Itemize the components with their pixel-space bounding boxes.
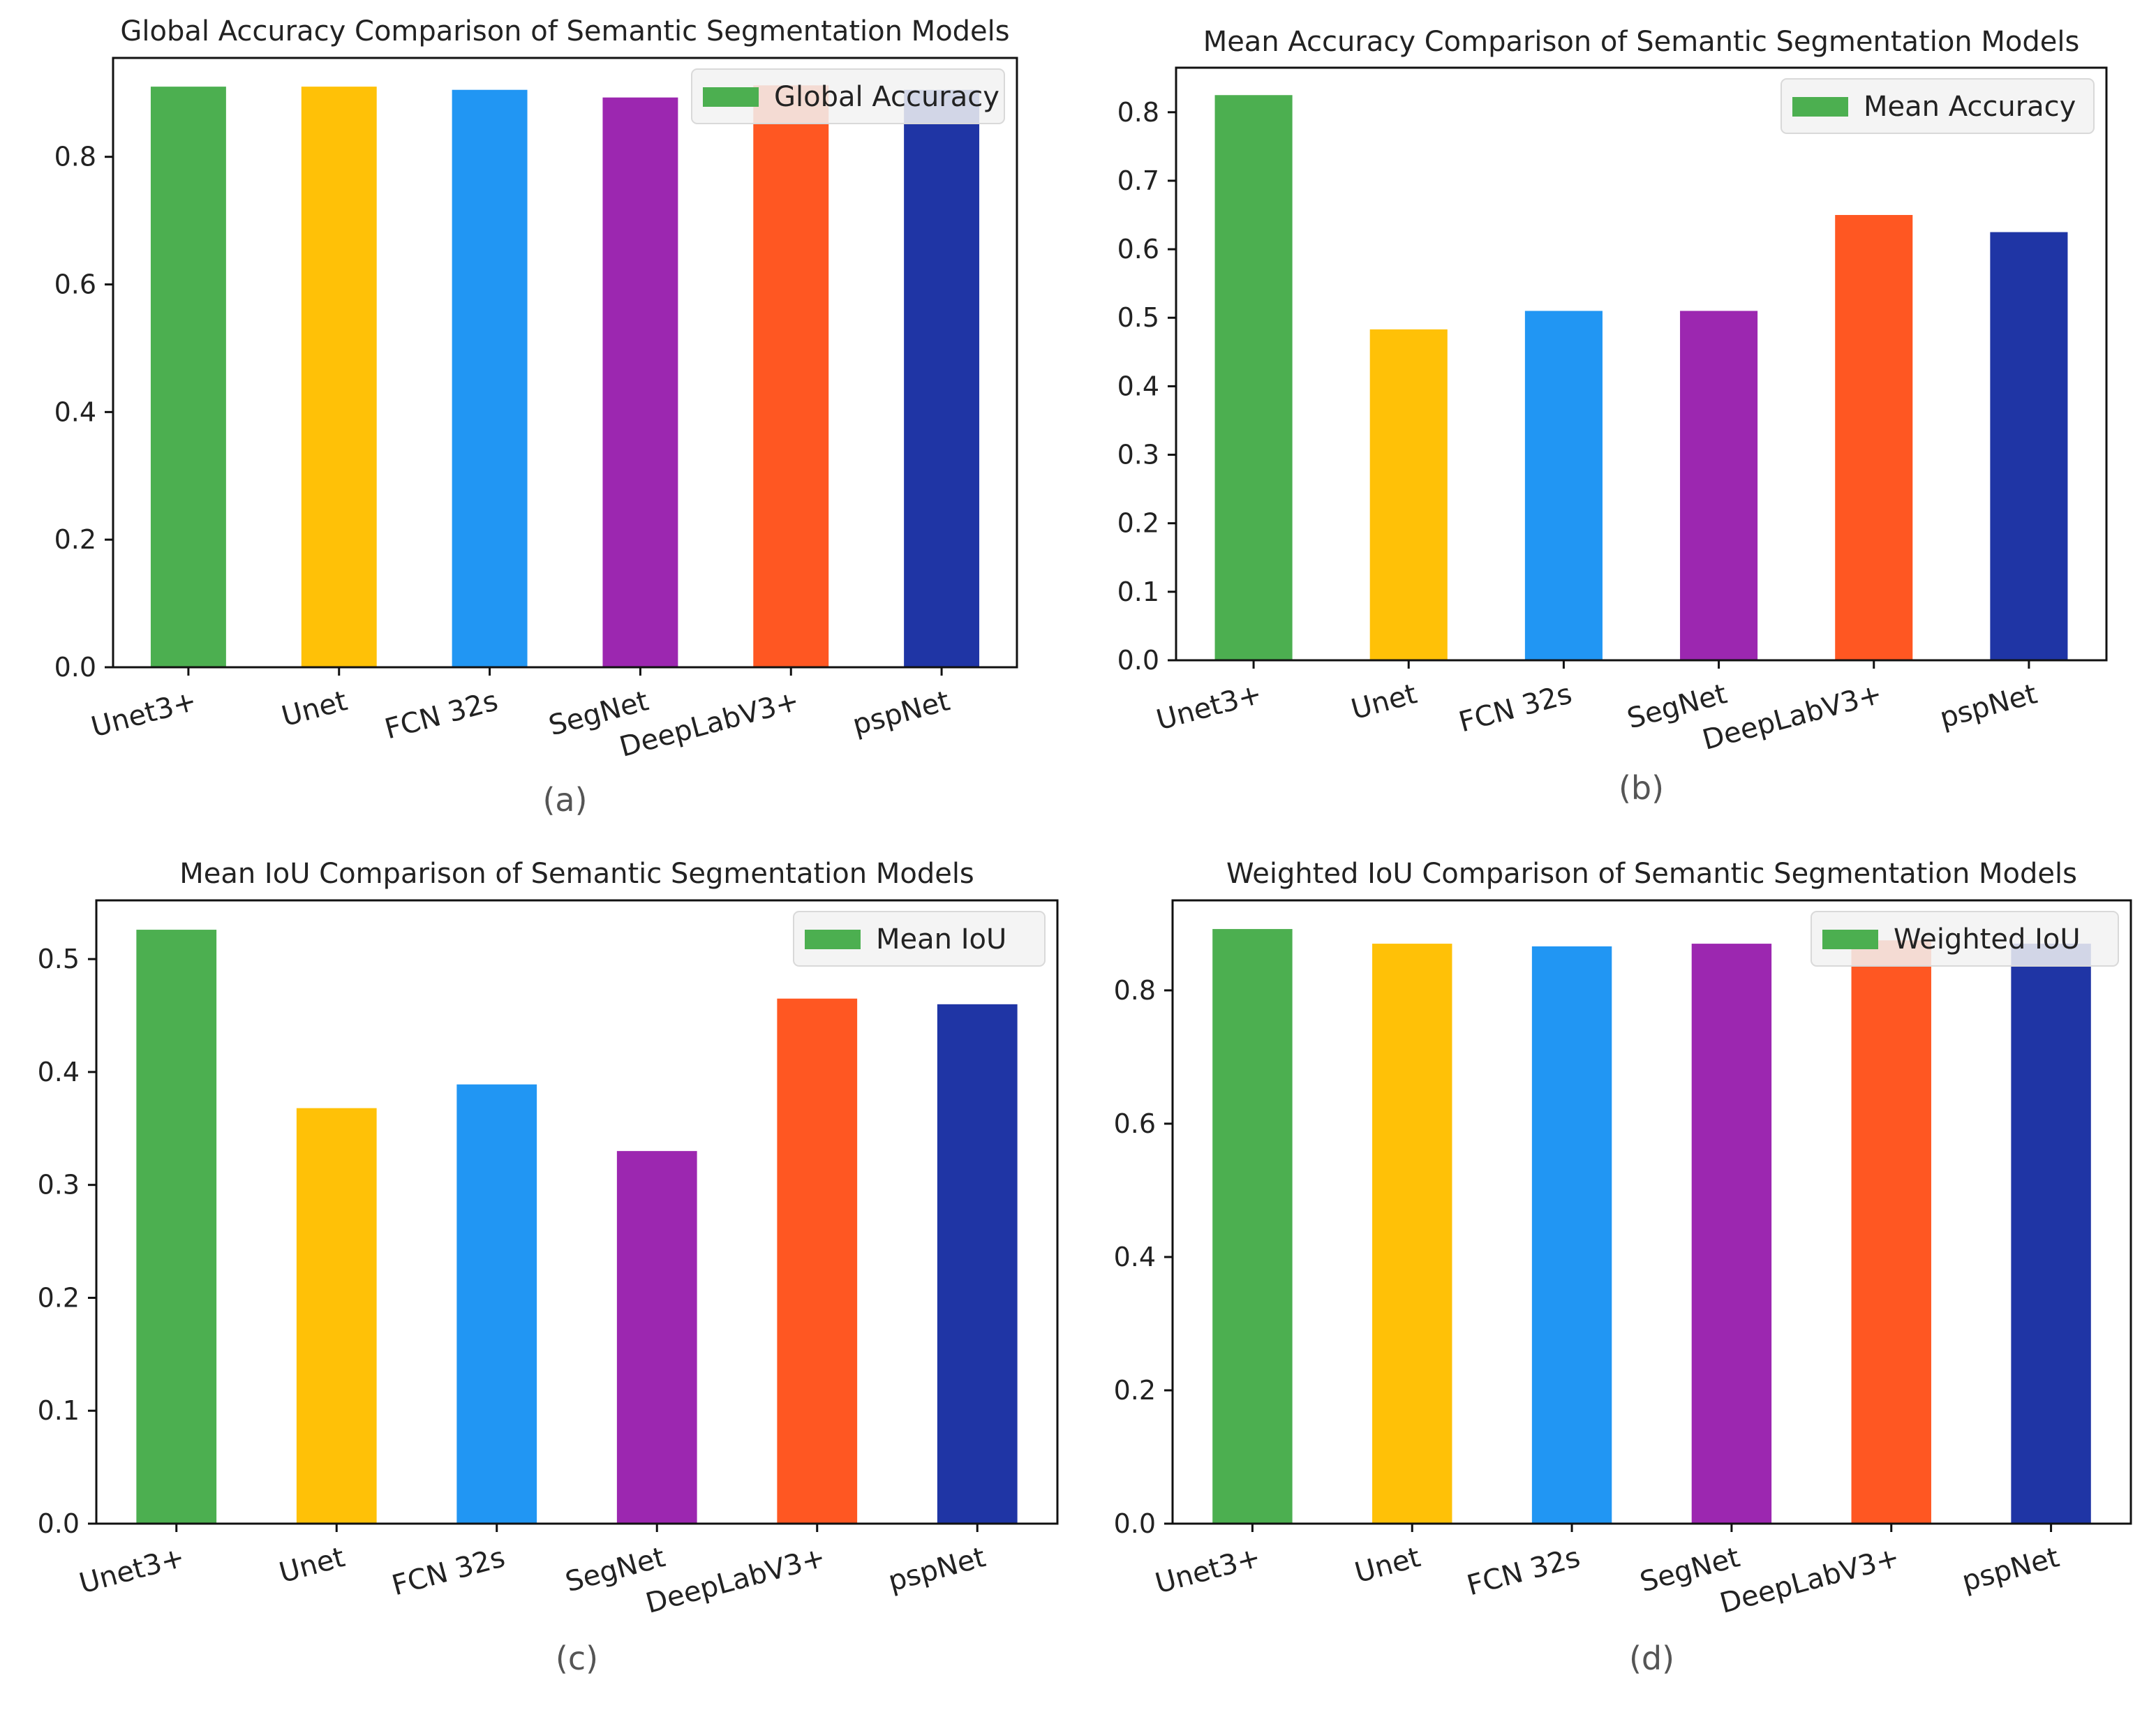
chart1-xtick-label: Unet3+: [88, 685, 200, 743]
chart3-bar-segnet: [616, 1151, 697, 1524]
chart2-legend-swatch: [1792, 97, 1848, 117]
chart3-xtick-label: Unet3+: [76, 1541, 188, 1600]
chart1-ytick-label: 0.0: [54, 652, 96, 683]
chart4-ytick-label: 0.8: [1114, 975, 1156, 1006]
chart3-ytick-label: 0.2: [38, 1282, 80, 1313]
chart1-bar-unet3-: [150, 87, 226, 668]
chart3-xtick-label: FCN 32s: [389, 1541, 509, 1602]
chart4-caption: (d): [1629, 1640, 1674, 1677]
chart3-bar-fcn-32s: [456, 1084, 537, 1524]
chart4-xtick-label: pspNet: [1958, 1541, 2062, 1598]
chart2-xtick-label: FCN 32s: [1455, 678, 1575, 738]
chart3-caption: (c): [556, 1640, 598, 1677]
chart3-ytick-label: 0.4: [38, 1057, 80, 1087]
chart2-legend-label: Mean Accuracy: [1864, 91, 2076, 123]
chart3-bar-unet3-: [136, 930, 217, 1524]
chart4-plot-frame: [1171, 899, 2132, 1525]
chart1-legend-box: [691, 68, 1005, 124]
chart2-bar-fcn-32s: [1524, 311, 1603, 660]
chart2-ytick-label: 0.2: [1117, 508, 1159, 539]
chart2-ytick-label: 0.7: [1117, 165, 1159, 196]
chart2-title: Mean Accuracy Comparison of Semantic Seg…: [1203, 26, 2080, 58]
chart2-bar-deeplabv3-: [1835, 215, 1913, 660]
chart2-plot-frame: [1175, 66, 2108, 662]
chart3-title: Mean IoU Comparison of Semantic Segmenta…: [179, 858, 974, 890]
chart2-bar-pspnet: [1990, 232, 2068, 661]
chart1-ytick-label: 0.6: [54, 269, 96, 300]
chart1-ytick-label: 0.2: [54, 524, 96, 555]
chart4-xtick-label: Unet: [1351, 1541, 1424, 1589]
chart3-xtick-label: DeepLabV3+: [642, 1541, 828, 1620]
chart1-caption: (a): [542, 781, 587, 819]
chart4-bar-segnet: [1691, 944, 1772, 1524]
chart2-ytick-label: 0.6: [1117, 234, 1159, 265]
chart3-bar-pspnet: [937, 1004, 1018, 1524]
chart4-legend-swatch: [1822, 930, 1878, 949]
chart4-ytick-label: 0.4: [1114, 1242, 1156, 1272]
chart1-bar-fcn-32s: [452, 89, 528, 668]
chart1-ytick-label: 0.8: [54, 142, 96, 172]
chart3-legend-box: [793, 911, 1046, 967]
chart1-title: Global Accuracy Comparison of Semantic S…: [120, 15, 1009, 47]
chart3-ytick-label: 0.1: [38, 1395, 80, 1426]
chart4-bar-fcn-32s: [1531, 946, 1612, 1524]
chart4-xtick-label: DeepLabV3+: [1716, 1541, 1903, 1620]
chart1-bar-pspnet: [904, 89, 980, 668]
chart1-xtick-label: Unet: [278, 685, 351, 733]
chart3-legend-swatch: [805, 930, 861, 949]
chart4-ytick-label: 0.0: [1114, 1508, 1156, 1539]
chart2-xtick-label: DeepLabV3+: [1699, 678, 1885, 757]
chart4-legend-box: [1811, 911, 2119, 967]
chart3-ytick-label: 0.5: [38, 944, 80, 974]
chart2-ytick-label: 0.3: [1117, 440, 1159, 470]
chart3-bar-unet: [296, 1108, 377, 1524]
chart4-legend-label: Weighted IoU: [1894, 923, 2081, 956]
chart2-xtick-label: Unet: [1348, 678, 1420, 726]
chart2-legend-box: [1780, 78, 2095, 134]
chart4-title: Weighted IoU Comparison of Semantic Segm…: [1226, 858, 2077, 890]
chart1-bar-unet: [301, 87, 377, 668]
chart4-bar-unet: [1372, 944, 1452, 1524]
chart4-ytick-label: 0.6: [1114, 1108, 1156, 1139]
chart3-xtick-label: Unet: [276, 1541, 348, 1589]
chart2-caption: (b): [1619, 769, 1664, 807]
chart3-plot-frame: [95, 899, 1059, 1525]
chart3-ytick-label: 0.0: [38, 1508, 80, 1539]
chart4-bar-deeplabv3-: [1851, 940, 1931, 1524]
chart1-bar-deeplabv3-: [753, 85, 829, 667]
chart1-legend-swatch: [703, 87, 759, 107]
chart1-ytick-label: 0.4: [54, 396, 96, 427]
chart2-ytick-label: 0.4: [1117, 371, 1159, 401]
chart3-bar-deeplabv3-: [777, 998, 858, 1524]
chart2-bar-unet3-: [1214, 95, 1293, 660]
chart3-ytick-label: 0.3: [38, 1170, 80, 1200]
chart3-legend-label: Mean IoU: [876, 923, 1006, 956]
chart2-xtick-label: Unet3+: [1153, 678, 1265, 736]
chart1-bar-segnet: [602, 97, 678, 667]
chart2-xtick-label: pspNet: [1937, 678, 2041, 734]
chart4-bar-unet3-: [1212, 929, 1293, 1524]
chart2-bar-segnet: [1680, 311, 1758, 660]
chart3-xtick-label: pspNet: [885, 1541, 989, 1598]
chart2-ytick-label: 0.5: [1117, 302, 1159, 333]
chart2-ytick-label: 0.0: [1117, 645, 1159, 676]
chart1-xtick-label: FCN 32s: [382, 685, 502, 745]
chart4-xtick-label: Unet3+: [1152, 1541, 1264, 1600]
chart1-xtick-label: pspNet: [849, 685, 953, 741]
chart2-ytick-label: 0.1: [1117, 577, 1159, 607]
chart4-bar-pspnet: [2011, 944, 2091, 1524]
chart1-legend-label: Global Accuracy: [774, 81, 999, 113]
chart2-ytick-label: 0.8: [1117, 97, 1159, 128]
chart2-bar-unet: [1369, 329, 1448, 660]
chart4-xtick-label: FCN 32s: [1464, 1541, 1584, 1602]
chart4-ytick-label: 0.2: [1114, 1375, 1156, 1406]
chart1-plot-frame: [112, 57, 1018, 669]
